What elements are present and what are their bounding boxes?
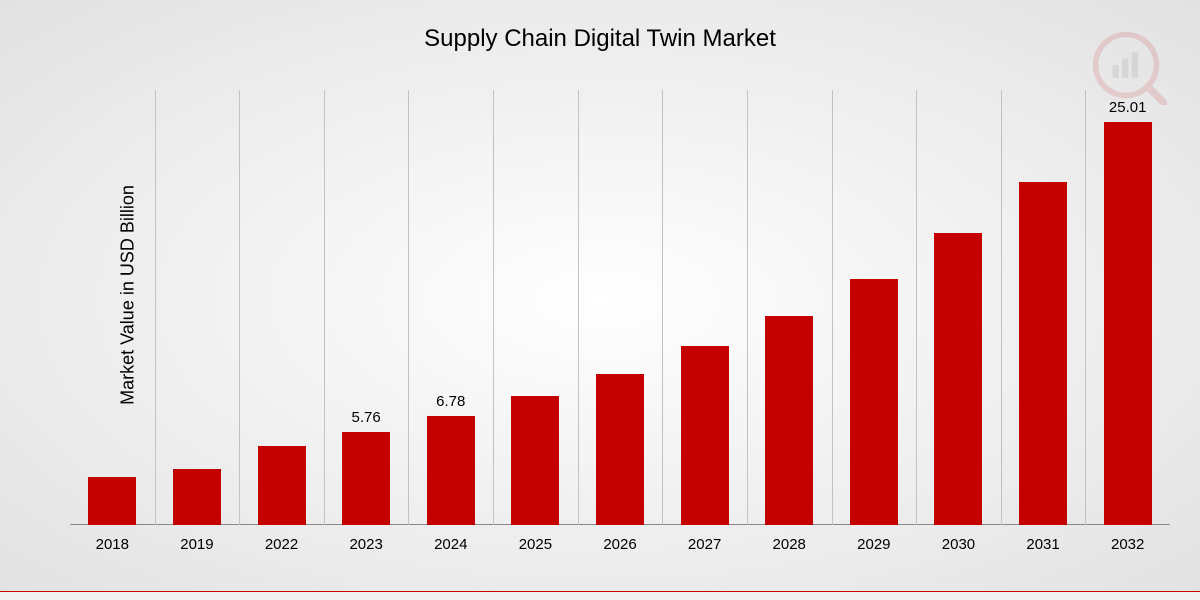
gridline: [916, 90, 917, 525]
gridline: [155, 90, 156, 525]
x-tick-label: 2025: [495, 536, 575, 553]
gridline: [662, 90, 663, 525]
x-tick-label: 2031: [1003, 536, 1083, 553]
bar: [681, 346, 729, 525]
footer-divider: [0, 591, 1200, 600]
gridline: [1001, 90, 1002, 525]
gridline: [408, 90, 409, 525]
bar-value-label: 25.01: [1088, 99, 1168, 116]
x-tick-label: 2023: [326, 536, 406, 553]
bar: [342, 432, 390, 525]
bar-value-label: 6.78: [411, 393, 491, 410]
x-tick-label: 2026: [580, 536, 660, 553]
bar: [1019, 182, 1067, 525]
plot-area: 2018201920225.7620236.782024202520262027…: [70, 90, 1170, 525]
x-tick-label: 2022: [242, 536, 322, 553]
x-tick-label: 2029: [834, 536, 914, 553]
chart-container: Supply Chain Digital Twin Market Market …: [0, 0, 1200, 590]
gridline: [832, 90, 833, 525]
bar: [258, 446, 306, 525]
bar: [765, 316, 813, 525]
x-tick-label: 2027: [665, 536, 745, 553]
gridline: [747, 90, 748, 525]
bar: [850, 279, 898, 526]
bar: [511, 396, 559, 525]
bar: [934, 233, 982, 525]
x-tick-label: 2028: [749, 536, 829, 553]
x-tick-label: 2018: [72, 536, 152, 553]
gridline: [493, 90, 494, 525]
chart-title: Supply Chain Digital Twin Market: [0, 25, 1200, 53]
bar-value-label: 5.76: [326, 409, 406, 426]
x-tick-label: 2024: [411, 536, 491, 553]
gridline: [239, 90, 240, 525]
bar: [427, 416, 475, 525]
gridline: [1085, 90, 1086, 525]
x-tick-label: 2030: [918, 536, 998, 553]
x-tick-label: 2019: [157, 536, 237, 553]
x-tick-label: 2032: [1088, 536, 1168, 553]
bar: [173, 469, 221, 525]
bar: [88, 477, 136, 525]
gridline: [324, 90, 325, 525]
bar: [596, 374, 644, 525]
gridline: [578, 90, 579, 525]
bar: [1104, 122, 1152, 525]
